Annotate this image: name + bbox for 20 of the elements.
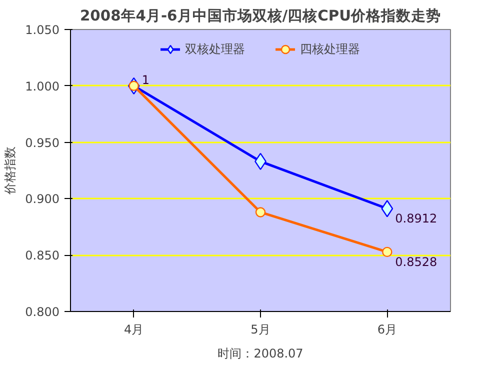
data-label: 0.8528 <box>395 254 438 269</box>
x-tick-label: 4月 <box>124 322 144 336</box>
y-tick-label: 0.950 <box>25 136 60 150</box>
text: 时间：2008.07 <box>218 346 304 360</box>
y-tick-label: 1.000 <box>25 79 60 94</box>
legend-label: 四核处理器 <box>300 40 360 58</box>
x-tick-label: 6月 <box>377 322 397 336</box>
y-axis-title: 价格指数 <box>3 146 18 196</box>
point <box>255 207 266 218</box>
data-label: 1 <box>142 72 150 87</box>
y-tick-label: 0.900 <box>25 192 60 206</box>
point <box>381 200 394 218</box>
y-tick-label: 0.850 <box>25 248 60 263</box>
point <box>382 246 392 258</box>
y-tick-label: 1.050 <box>25 23 60 37</box>
data-label: 0.8912 <box>395 212 438 226</box>
y-tick-label: 0.800 <box>25 305 60 319</box>
x-tick-label: 5月 <box>250 322 270 336</box>
chart-title: 2008年4月-6月中国市场双核/四核CPU价格指数走势 <box>80 6 442 24</box>
legend-label: 双核处理器 <box>185 40 245 58</box>
